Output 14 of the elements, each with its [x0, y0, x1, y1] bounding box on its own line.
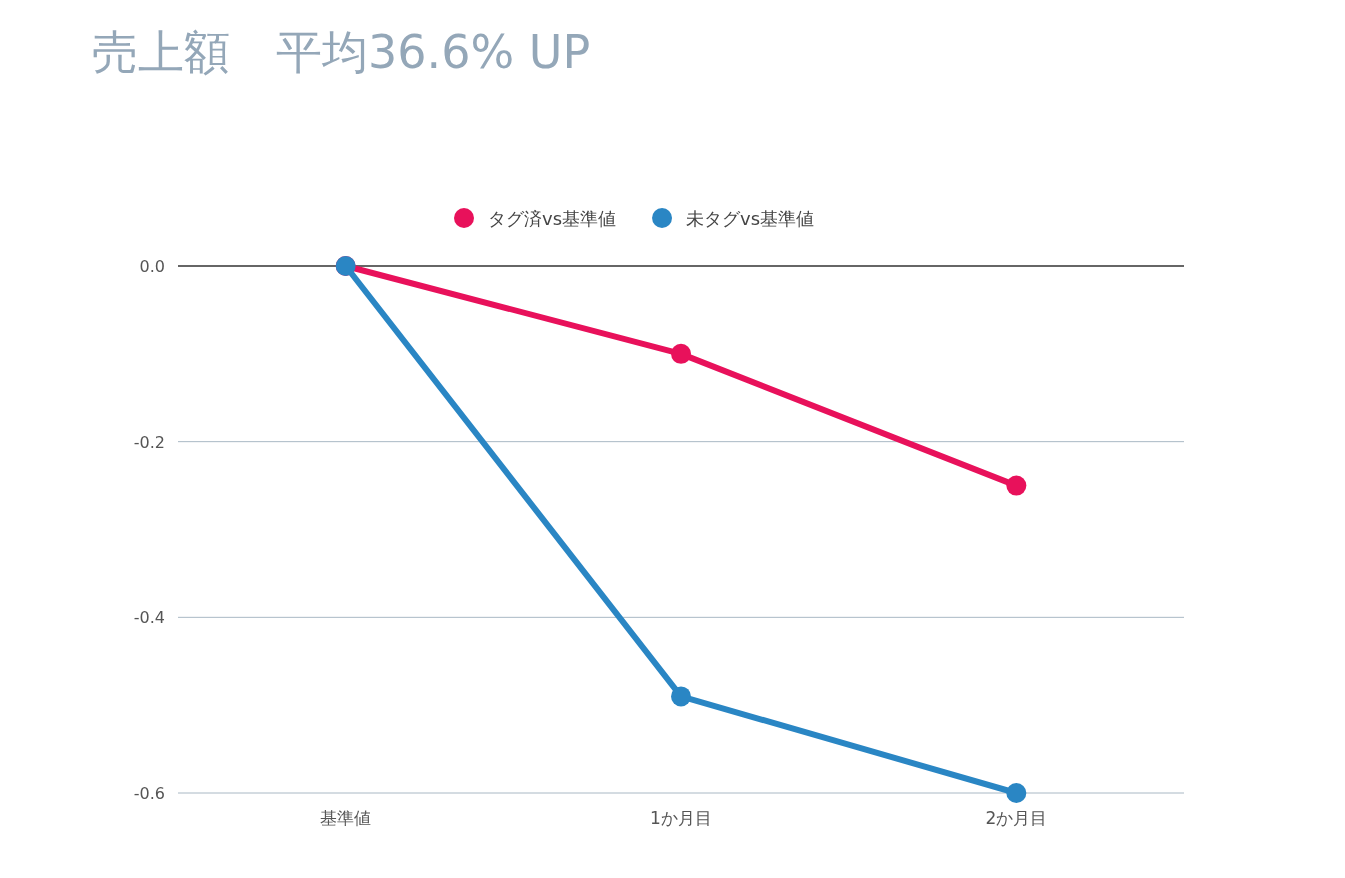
y-tick-label: -0.4 — [133, 608, 165, 628]
y-tick-label: -0.6 — [133, 784, 165, 803]
point — [671, 343, 691, 364]
point — [671, 686, 691, 707]
x-tick-label: 1か月目 — [650, 808, 712, 828]
point — [1006, 783, 1027, 803]
legend-label: タグ済vs基準値 — [488, 208, 617, 229]
x-tick-label: 2か月目 — [985, 808, 1048, 828]
point — [1006, 475, 1027, 496]
y-tick-label: 0.0 — [139, 257, 165, 276]
y-tick-label: -0.2 — [133, 432, 165, 452]
chart-title: 売上額 平均36.6% UP — [92, 25, 591, 79]
legend-label: 未タグvs基準値 — [686, 208, 815, 229]
x-tick-label: 基準値 — [320, 808, 372, 828]
